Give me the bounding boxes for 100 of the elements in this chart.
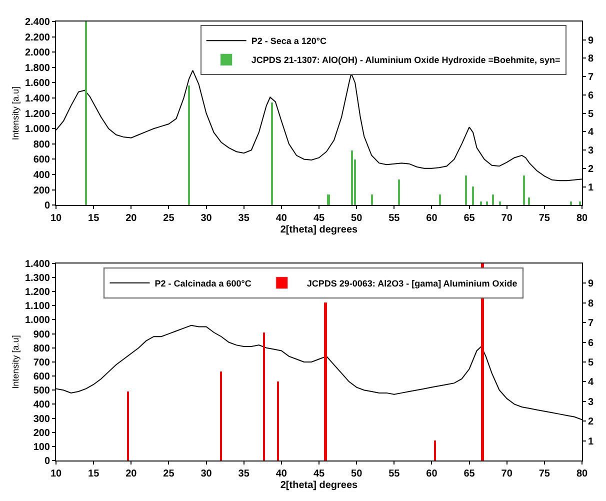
x-tick-label: 40 xyxy=(276,468,288,480)
legend-label: JCPDS 29-0063: Al2O3 - [gama] Aluminium Oxide xyxy=(306,278,518,288)
x-tick-label: 25 xyxy=(163,468,175,480)
y2-tick-label: 3 xyxy=(588,146,594,157)
bar xyxy=(499,201,501,206)
x-tick-label: 10 xyxy=(50,213,62,224)
y-tick-label: 1.000 xyxy=(24,315,50,326)
y2-tick-label: 2 xyxy=(588,164,594,175)
y2-tick-label: 8 xyxy=(588,54,594,65)
x-tick-label: 50 xyxy=(351,468,363,480)
x-tick-label: 15 xyxy=(88,468,100,480)
bar xyxy=(277,381,279,460)
y-tick-label: 300 xyxy=(33,414,50,425)
y2-tick-label: 1 xyxy=(588,182,594,194)
x-tick-label: 45 xyxy=(313,213,325,224)
x-tick-label: 45 xyxy=(313,468,325,480)
x-tick-label: 70 xyxy=(501,213,513,224)
y-tick-label: 2.400 xyxy=(24,16,50,28)
y-tick-label: 400 xyxy=(33,400,50,411)
y-tick-label: 800 xyxy=(33,343,50,354)
y-tick-label: 600 xyxy=(33,372,50,383)
y2-tick-label: 5 xyxy=(588,357,594,368)
bar xyxy=(480,201,482,206)
y2-tick-label: 4 xyxy=(588,377,594,388)
x-tick-label: 65 xyxy=(464,468,476,480)
bar xyxy=(220,371,222,460)
x-tick-label: 70 xyxy=(501,468,513,480)
y-tick-label: 500 xyxy=(33,386,50,397)
y-tick-label: 2.000 xyxy=(24,48,50,59)
y-tick-label: 1.200 xyxy=(24,287,50,298)
legend-label: P2 - Calcinada a 600°C xyxy=(154,278,252,288)
y2-tick-label: 6 xyxy=(588,338,594,349)
y2-tick-label: 4 xyxy=(588,127,594,138)
x-tick-label: 30 xyxy=(200,213,212,224)
x-tick-label: 20 xyxy=(126,468,138,480)
y2-tick-label: 5 xyxy=(588,108,594,120)
y-tick-label: 1.600 xyxy=(24,78,50,90)
x-tick-label: 75 xyxy=(538,213,550,224)
bar xyxy=(188,85,190,206)
bar xyxy=(434,440,436,460)
x-tick-label: 25 xyxy=(163,213,175,224)
bar xyxy=(439,194,441,206)
bar xyxy=(486,201,488,206)
bar xyxy=(351,150,353,206)
bar xyxy=(523,175,525,206)
y-tick-label: 700 xyxy=(33,357,50,368)
legend-label: JCPDS 21-1307: AlO(OH) - Aluminium Oxide Hydroxide =Boehmite, syn= xyxy=(251,55,560,66)
y-tick-label: 1.800 xyxy=(24,62,50,74)
y-tick-label: 1.200 xyxy=(24,108,50,120)
bar xyxy=(327,194,330,206)
bar xyxy=(127,391,129,460)
bar xyxy=(371,194,373,206)
y-tick-label: 200 xyxy=(33,185,50,196)
bar xyxy=(465,175,467,206)
bar xyxy=(85,21,87,206)
legend-label: P2 - Seca a 120°C xyxy=(251,36,327,46)
bar xyxy=(492,194,494,206)
x-tick-label: 60 xyxy=(426,468,438,480)
x-tick-label: 10 xyxy=(50,468,62,480)
bar xyxy=(271,102,273,206)
y2-tick-label: 8 xyxy=(588,298,594,310)
y-tick-label: 200 xyxy=(33,428,50,439)
x-tick-label: 55 xyxy=(388,468,400,480)
y-tick-label: 1.300 xyxy=(24,272,50,284)
x-tick-label: 35 xyxy=(238,468,250,480)
y2-tick-label: 7 xyxy=(588,318,594,330)
y-tick-label: 2.200 xyxy=(24,32,50,44)
y-tick-label: 800 xyxy=(33,139,50,150)
y2-tick-label: 7 xyxy=(588,72,594,84)
x-tick-label: 50 xyxy=(351,213,363,224)
y-tick-label: 900 xyxy=(33,329,50,340)
y-axis-title: Intensity [a.u] xyxy=(10,335,20,389)
bar xyxy=(398,179,400,206)
y-tick-label: 1.100 xyxy=(24,301,50,312)
x-tick-label: 40 xyxy=(276,213,288,224)
x-axis-title: 2[theta] degrees xyxy=(280,480,358,492)
y2-tick-label: 2 xyxy=(588,416,594,428)
bar xyxy=(528,197,530,206)
y-axis-title: Intensity [a.u] xyxy=(10,86,20,140)
x-tick-label: 60 xyxy=(426,213,438,224)
y2-tick-label: 9 xyxy=(588,35,594,46)
y2-tick-label: 1 xyxy=(588,436,594,448)
x-tick-label: 15 xyxy=(88,213,100,224)
y-tick-label: 600 xyxy=(33,154,50,166)
bar xyxy=(324,302,327,460)
x-axis-title: 2[theta] degrees xyxy=(280,224,358,236)
y2-tick-label: 6 xyxy=(588,90,594,102)
y2-tick-label: 3 xyxy=(588,396,594,408)
bar xyxy=(472,186,474,206)
y-tick-label: 0 xyxy=(44,456,50,468)
y-tick-label: 400 xyxy=(33,170,50,182)
x-tick-label: 80 xyxy=(576,213,588,224)
y-tick-label: 100 xyxy=(33,442,50,453)
bar xyxy=(570,201,572,206)
y-tick-label: 0 xyxy=(44,200,50,212)
x-tick-label: 30 xyxy=(200,468,212,480)
y-tick-label: 1.400 xyxy=(24,94,50,105)
x-tick-label: 65 xyxy=(464,213,476,224)
y-tick-label: 1.400 xyxy=(24,258,50,270)
x-tick-label: 35 xyxy=(238,213,250,224)
